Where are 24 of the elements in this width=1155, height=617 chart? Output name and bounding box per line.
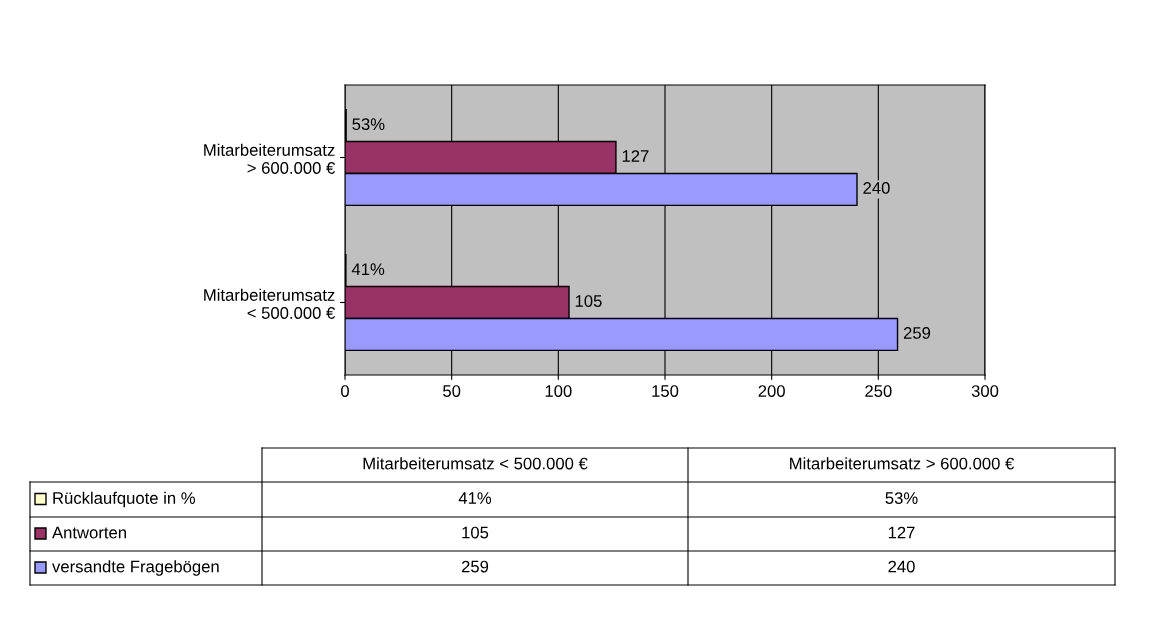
x-tick-label: 0 — [341, 385, 349, 397]
legend-label: Rücklaufquote in % — [53, 491, 196, 508]
data-label: 105 — [575, 295, 602, 307]
data-label: 259 — [903, 327, 931, 339]
legend-label: versandte Fragebögen — [52, 560, 219, 576]
text: 240 — [888, 560, 915, 573]
x-tick-label: 300 — [971, 385, 999, 397]
text: 41% — [458, 492, 492, 504]
x-tick-label: 50 — [443, 385, 461, 397]
data-label: 53% — [352, 118, 385, 131]
legend-label: Antworten — [52, 526, 126, 539]
x-tick-label: 250 — [865, 385, 892, 397]
text: 105 — [462, 526, 489, 539]
text: 259 — [461, 560, 489, 573]
category-label: Mitarbeiterumsatz > 600.000 € — [790, 457, 1015, 470]
text: 127 — [888, 526, 915, 539]
category-label: Mitarbeiterumsatz < 500.000 € — [363, 457, 588, 470]
data-label: 41% — [351, 263, 385, 276]
x-tick-label: 200 — [758, 385, 785, 397]
data-label: 127 — [622, 150, 649, 162]
x-tick-label: 100 — [545, 385, 572, 397]
x-tick-label: 150 — [652, 385, 679, 397]
text: 53% — [885, 492, 918, 504]
data-label: 240 — [863, 182, 890, 194]
